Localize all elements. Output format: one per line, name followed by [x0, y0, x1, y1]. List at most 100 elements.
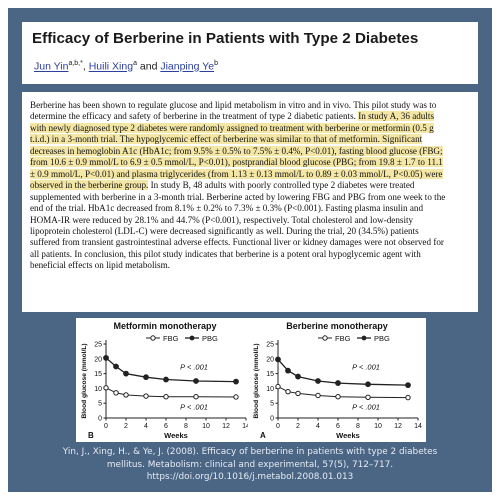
x-tick-label: 2	[296, 423, 300, 430]
data-point-pbg	[103, 355, 109, 361]
data-point-pbg	[113, 363, 119, 370]
annotation-pbg-significance: P < .001	[352, 363, 380, 372]
author-affiliation: b	[214, 60, 218, 67]
legend-marker-fbg	[150, 335, 156, 341]
x-tick-label: 6	[164, 423, 168, 430]
series-line-pbg	[105, 357, 237, 383]
author-link-ye[interactable]: Jianping Ye	[160, 60, 215, 73]
data-point-fbg	[295, 390, 301, 397]
abstract-card: Berberine has been shown to regulate glu…	[22, 92, 478, 312]
data-point-pbg	[163, 376, 169, 383]
data-point-pbg	[233, 378, 239, 385]
legend-label-fbg: FBG	[163, 334, 179, 343]
data-point-pbg	[295, 373, 301, 380]
y-axis-label: Blood glucose (mmol/L)	[81, 343, 88, 418]
data-point-pbg	[365, 381, 371, 388]
y-tick-label: 5	[98, 401, 102, 408]
data-point-fbg	[405, 394, 411, 401]
author-conjunction: and	[136, 60, 161, 73]
data-point-pbg	[123, 370, 129, 377]
y-tick-label: 20	[94, 356, 102, 363]
author-separator: ,	[82, 60, 89, 73]
x-tick-label: 4	[144, 423, 148, 430]
author-link-yin[interactable]: Jun Yin	[34, 60, 69, 73]
data-point-fbg	[285, 388, 291, 395]
chart-berberine-svg: Berberine monotherapy FBG PBG 0 5 10 15 20 25 0 2 4…	[253, 321, 422, 440]
data-point-pbg	[193, 378, 199, 384]
data-point-pbg	[335, 380, 341, 386]
author-affiliation: a,b,*	[68, 60, 83, 67]
author-affiliation: a	[133, 60, 137, 67]
legend-label-pbg: PBG	[202, 334, 218, 343]
x-tick-label: 6	[336, 423, 340, 430]
data-point-fbg	[365, 394, 371, 400]
x-axis-label: Weeks	[164, 431, 188, 440]
data-point-fbg	[335, 393, 341, 400]
y-tick-label: 10	[94, 386, 102, 393]
data-point-fbg	[123, 392, 129, 398]
abstract-highlighted-study-a: In study A, 36 adults with newly diagnos…	[30, 111, 443, 191]
y-tick-label: 15	[266, 371, 274, 378]
panel-label: A	[260, 431, 266, 440]
data-point-fbg	[315, 392, 321, 399]
x-axis-label: Weeks	[336, 431, 360, 440]
abstract-text: Berberine has been shown to regulate glu…	[30, 100, 450, 272]
chart-title: Berberine monotherapy	[286, 321, 388, 331]
data-point-fbg	[103, 385, 109, 391]
legend-marker-pbg	[189, 335, 195, 341]
y-tick-label: 25	[94, 342, 102, 349]
legend-label-pbg: PBG	[374, 334, 390, 343]
annotation-pbg-significance: P < .001	[180, 363, 208, 372]
abstract-intro: Berberine has been shown to regulate glu…	[30, 100, 437, 122]
series-line-pbg	[277, 358, 409, 386]
data-point-fbg	[233, 394, 239, 400]
chart-berberine: Berberine monotherapy FBG PBG 0 5 10 15 20 25 0 2 4…	[248, 318, 426, 442]
y-tick-label: 10	[266, 386, 274, 393]
x-tick-label: 12	[394, 423, 402, 430]
x-tick-label: 8	[184, 423, 188, 430]
x-tick-label: 10	[202, 423, 210, 430]
abstract-study-b: In study B, 48 adults with poorly contro…	[30, 180, 446, 271]
x-tick-label: 2	[124, 423, 128, 430]
legend-marker-pbg	[361, 335, 367, 341]
chart-metformin: Metformin monotherapy FBG PBG 0 5 10 15 20 25 0 2 4…	[76, 318, 254, 442]
x-tick-label: 12	[222, 423, 230, 430]
x-tick-label: 14	[242, 423, 250, 430]
y-tick-label: 20	[266, 356, 274, 363]
chart-metformin-svg: Metformin monotherapy FBG PBG 0 5 10 15 20 25 0 2 4…	[81, 321, 250, 440]
citation-doi-link[interactable]: https://doi.org/10.1016/j.metabol.2008.0…	[146, 472, 354, 482]
x-tick-label: 4	[316, 423, 320, 430]
panel-label: B	[88, 431, 94, 440]
data-point-fbg	[113, 390, 119, 396]
citation-line: mellitus. Metabolism: clinical and exper…	[106, 459, 394, 470]
annotation-fbg-significance: P < .001	[352, 402, 380, 411]
x-tick-label: 0	[276, 423, 280, 430]
data-point-fbg	[275, 383, 281, 390]
y-tick-label: 15	[94, 371, 102, 378]
chart-title: Metformin monotherapy	[113, 321, 216, 331]
legend-marker-fbg	[322, 335, 328, 341]
data-point-fbg	[163, 393, 169, 400]
title-card: Efficacy of Berberine in Patients with T…	[22, 22, 478, 84]
annotation-fbg-significance: P < .001	[180, 402, 208, 411]
x-tick-label: 14	[414, 423, 422, 430]
citation: Yin, J., Xing, H., & Ye, J. (2008). Effi…	[22, 446, 478, 484]
data-point-pbg	[405, 382, 411, 389]
x-tick-label: 10	[374, 423, 382, 430]
data-point-fbg	[193, 393, 199, 400]
x-tick-label: 0	[104, 423, 108, 430]
y-tick-label: 25	[266, 342, 274, 349]
data-point-pbg	[143, 374, 149, 381]
author-list: Jun Yina,b,*, Huili Xinga and Jianping Y…	[34, 60, 218, 73]
data-point-pbg	[275, 356, 281, 363]
data-point-pbg	[315, 378, 321, 384]
y-axis-label: Blood glucose (mmol/L)	[253, 343, 260, 418]
y-tick-label: 0	[270, 416, 274, 423]
data-point-fbg	[143, 393, 149, 399]
y-tick-label: 5	[270, 401, 274, 408]
author-link-xing[interactable]: Huili Xing	[88, 60, 134, 73]
legend-label-fbg: FBG	[335, 334, 351, 343]
paper-title: Efficacy of Berberine in Patients with T…	[32, 30, 419, 47]
y-tick-label: 0	[98, 416, 102, 423]
x-tick-label: 8	[356, 423, 360, 430]
